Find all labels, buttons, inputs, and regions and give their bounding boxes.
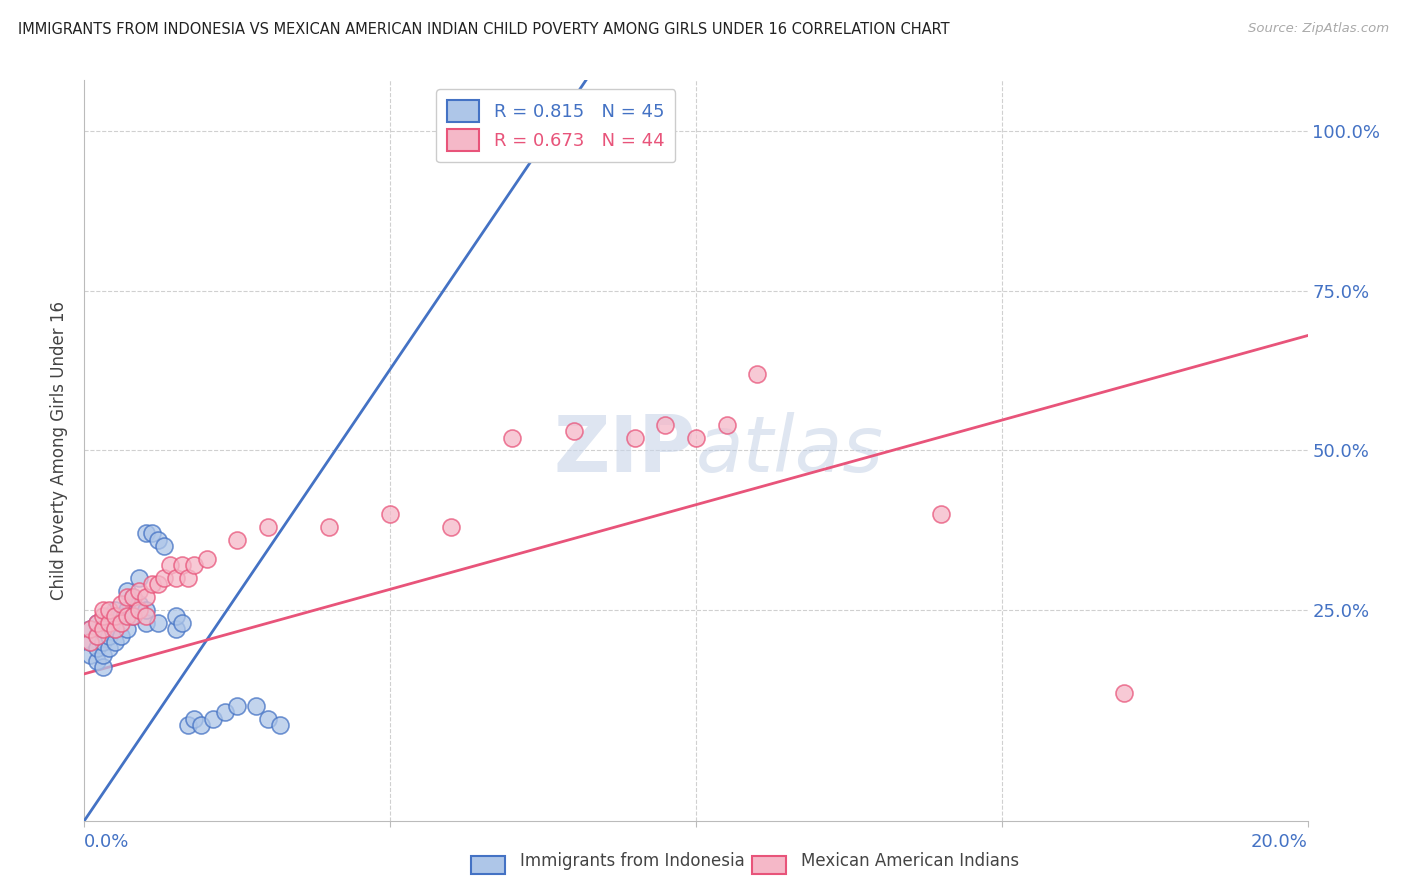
Point (269, 718, 291, 732)
Point (115, 622, 138, 636)
Point (122, 609, 145, 624)
Point (257, 520, 280, 534)
Point (183, 712, 205, 726)
Point (79, 622, 101, 636)
Point (104, 603, 127, 617)
Point (165, 609, 187, 624)
Point (122, 591, 145, 605)
Point (104, 609, 127, 624)
Point (502, 431, 524, 445)
Point (190, 718, 212, 732)
Point (110, 615, 132, 630)
Point (172, 558, 194, 573)
Point (104, 622, 127, 636)
Point (654, 417, 676, 432)
Point (122, 591, 145, 605)
Point (195, 552, 218, 566)
Point (135, 526, 157, 541)
Point (79, 648, 101, 662)
Point (128, 603, 150, 617)
Point (135, 609, 157, 624)
Point (86, 629, 108, 643)
Point (97, 603, 120, 617)
Point (318, 520, 340, 534)
Point (257, 712, 280, 726)
Point (86, 615, 108, 630)
Point (177, 718, 200, 732)
Point (91, 622, 114, 636)
Point (159, 558, 181, 573)
Point (115, 583, 138, 598)
Point (79, 635, 101, 649)
Point (135, 591, 157, 605)
Point (716, 417, 738, 432)
Point (226, 533, 249, 547)
Point (440, 520, 463, 534)
Point (79, 622, 101, 636)
Point (91, 622, 114, 636)
Point (97, 629, 120, 643)
Point (214, 705, 236, 719)
Point (165, 571, 187, 585)
Point (128, 583, 150, 598)
Point (146, 615, 169, 630)
Point (110, 629, 132, 643)
Text: IMMIGRANTS FROM INDONESIA VS MEXICAN AMERICAN INDIAN CHILD POVERTY AMONG GIRLS U: IMMIGRANTS FROM INDONESIA VS MEXICAN AME… (18, 22, 950, 37)
Point (115, 609, 138, 624)
Point (165, 622, 187, 636)
Point (97, 641, 120, 656)
Point (1114, 686, 1136, 700)
Point (245, 698, 267, 713)
Point (183, 558, 205, 573)
Point (128, 571, 150, 585)
Point (91, 603, 114, 617)
Point (153, 571, 176, 585)
Point (172, 615, 194, 630)
Point (86, 629, 108, 643)
Point (104, 622, 127, 636)
Point (122, 609, 145, 624)
Point (141, 526, 163, 541)
Point (115, 591, 138, 605)
Text: Mexican American Indians: Mexican American Indians (801, 852, 1019, 870)
Point (177, 571, 200, 585)
Point (79, 635, 101, 649)
Point (86, 641, 108, 656)
Point (153, 539, 176, 553)
Point (747, 367, 769, 381)
Point (226, 698, 249, 713)
Text: atlas: atlas (696, 412, 884, 489)
Point (929, 508, 952, 522)
Legend: R = 0.815   N = 45, R = 0.673   N = 44: R = 0.815 N = 45, R = 0.673 N = 44 (436, 89, 675, 162)
Point (91, 660, 114, 674)
Point (115, 603, 138, 617)
Point (86, 615, 108, 630)
Point (91, 609, 114, 624)
Text: 0.0%: 0.0% (84, 833, 129, 851)
Text: ZIP: ZIP (554, 412, 696, 489)
Point (380, 508, 402, 522)
Point (141, 577, 163, 591)
Text: 20.0%: 20.0% (1251, 833, 1308, 851)
Point (97, 609, 120, 624)
Point (110, 609, 132, 624)
Point (128, 597, 150, 611)
Point (104, 635, 127, 649)
Point (91, 635, 114, 649)
Point (624, 431, 647, 445)
Point (135, 615, 157, 630)
Y-axis label: Child Poverty Among Girls Under 16: Child Poverty Among Girls Under 16 (51, 301, 69, 600)
Point (562, 425, 585, 439)
Text: Immigrants from Indonesia: Immigrants from Indonesia (520, 852, 745, 870)
Point (135, 603, 157, 617)
Point (110, 597, 132, 611)
Point (201, 712, 224, 726)
Point (97, 615, 120, 630)
Point (146, 577, 169, 591)
Point (91, 648, 114, 662)
Point (146, 533, 169, 547)
Text: Source: ZipAtlas.com: Source: ZipAtlas.com (1249, 22, 1389, 36)
Point (685, 431, 707, 445)
Point (86, 654, 108, 668)
